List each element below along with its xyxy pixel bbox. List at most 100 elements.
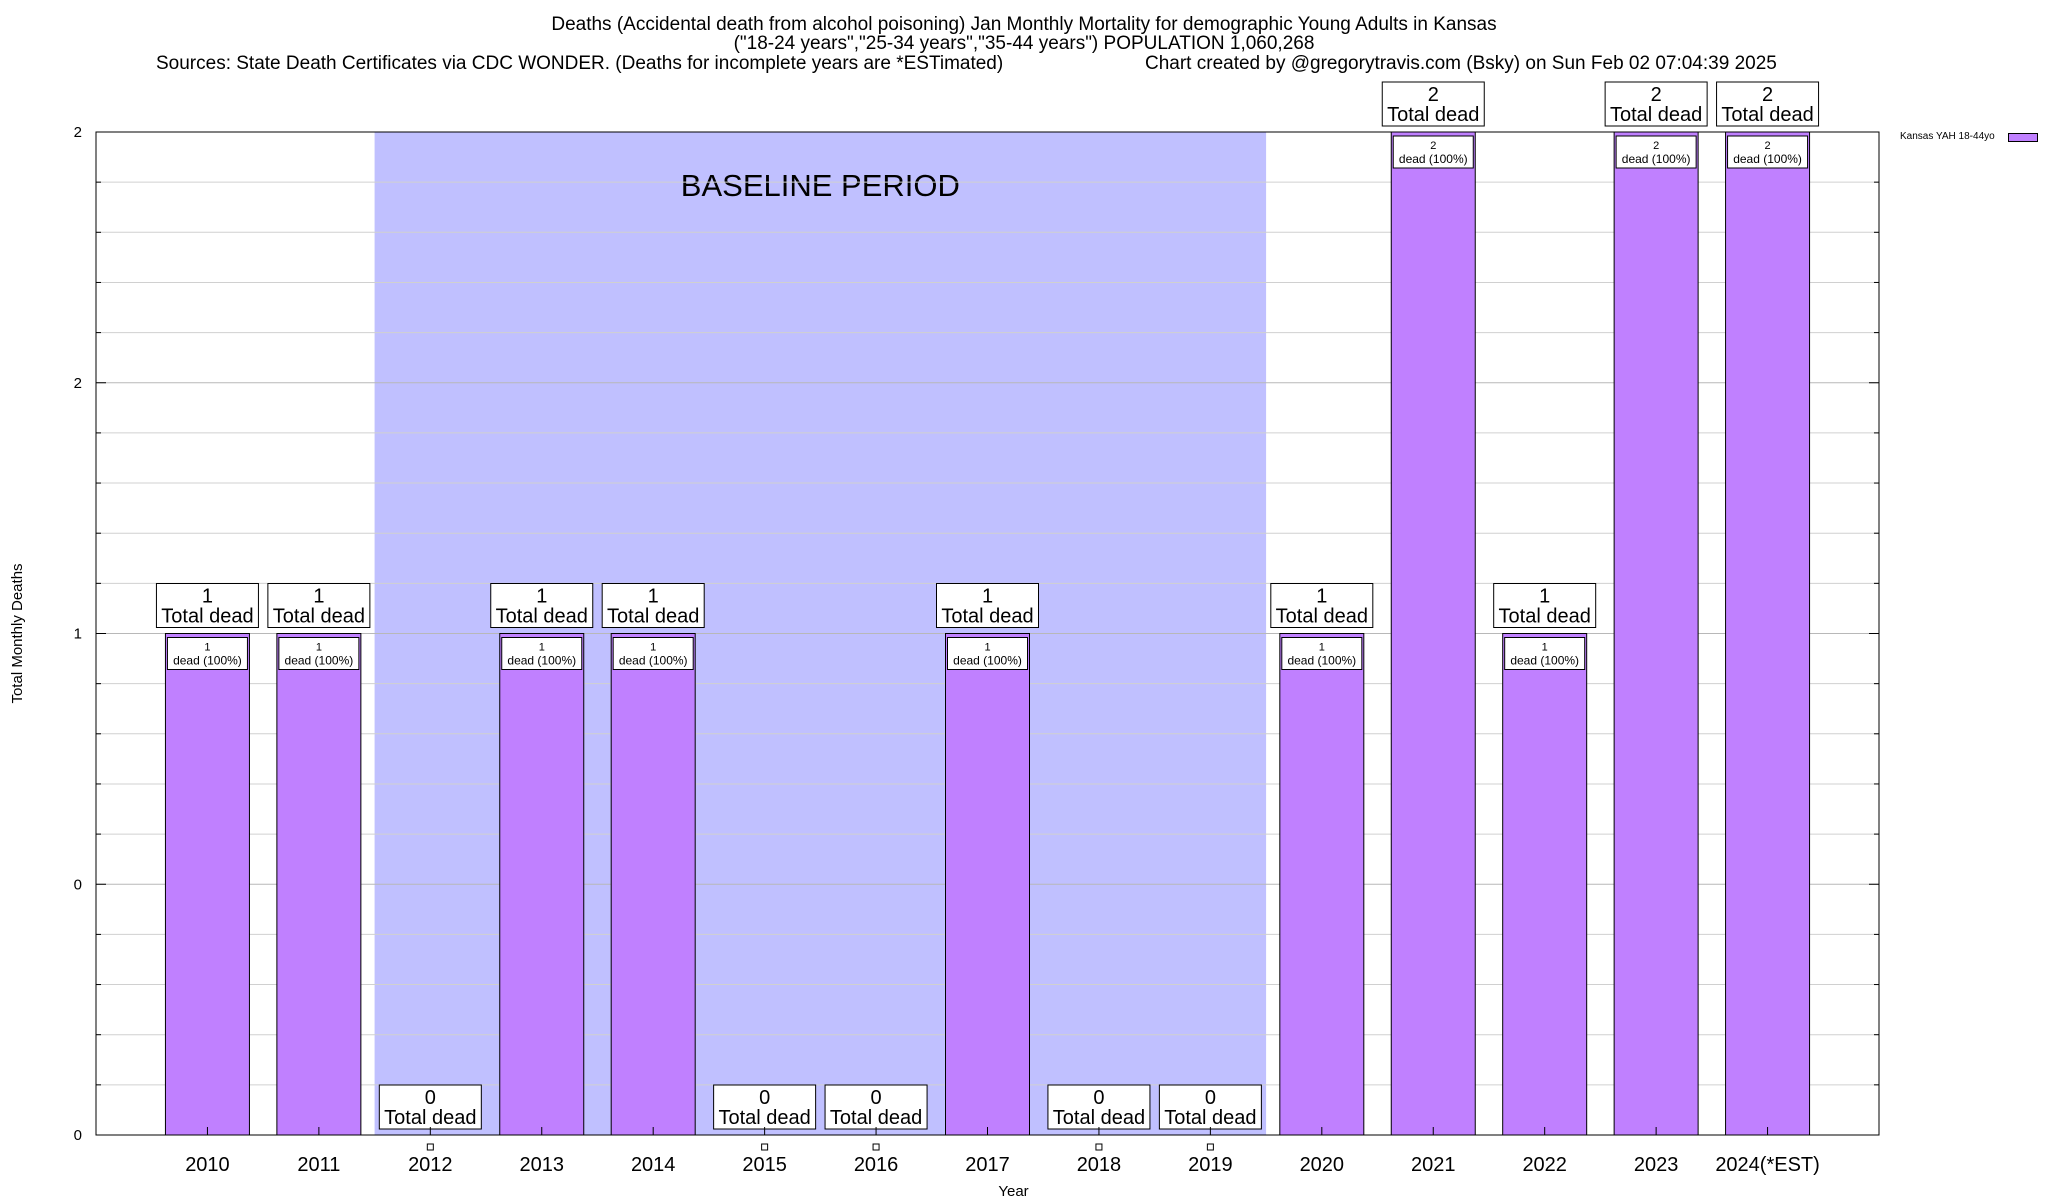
bar-inner-value: 1 xyxy=(984,642,990,654)
bar-total-value: 1 xyxy=(982,586,993,608)
bar-total-label-box xyxy=(1381,81,1485,127)
bar-total-label: Total dead xyxy=(384,1107,476,1129)
bar-total-label-box xyxy=(1047,1084,1151,1130)
bar-inner-value: 1 xyxy=(539,642,545,654)
bar-inner-value: 1 xyxy=(1542,642,1548,654)
x-tick-label: 2024(*EST) xyxy=(1715,1154,1820,1176)
bar-inner-label: dead (100%) xyxy=(173,654,242,668)
bar-inner-label: dead (100%) xyxy=(1733,152,1802,166)
bar-inner-label-box xyxy=(1727,135,1809,169)
bar-total-value: 2 xyxy=(1762,84,1773,106)
bar xyxy=(1502,633,1588,1136)
bar-total-value: 1 xyxy=(1539,586,1550,608)
x-tick-label: 2013 xyxy=(520,1154,565,1176)
bar-inner-label-box xyxy=(501,637,583,670)
x-axis-label: Year xyxy=(998,1183,1028,1200)
bar-total-label: Total dead xyxy=(1276,606,1368,628)
x-tick-label: 2016 xyxy=(854,1154,899,1176)
chart-sources: Sources: State Death Certificates via CD… xyxy=(156,53,1004,74)
bar-total-label-box xyxy=(1716,81,1820,127)
bar-inner-label-box xyxy=(1392,135,1474,169)
bar-total-label-box xyxy=(824,1084,928,1130)
bar-total-value: 1 xyxy=(313,586,324,608)
bar-total-label-box xyxy=(713,1084,817,1130)
zero-marker xyxy=(1095,1143,1103,1151)
bar-inner-value: 1 xyxy=(1319,642,1325,654)
bar-total-label: Total dead xyxy=(161,606,253,628)
bar xyxy=(276,633,362,1136)
bar-inner-value: 2 xyxy=(1765,140,1771,152)
bar xyxy=(1613,131,1699,1136)
bar-total-label-box xyxy=(267,583,371,628)
bar xyxy=(164,633,250,1136)
bar-inner-value: 2 xyxy=(1653,140,1659,152)
x-tick-label: 2022 xyxy=(1522,1154,1567,1176)
x-tick-label: 2021 xyxy=(1411,1154,1456,1176)
bar-total-label-box xyxy=(490,583,594,628)
bar-total-value: 2 xyxy=(1428,84,1439,106)
bar-total-label: Total dead xyxy=(607,606,699,628)
bar-total-label-box xyxy=(155,583,259,628)
baseline-period-label: BASELINE PERIOD xyxy=(681,168,960,203)
bar-inner-label: dead (100%) xyxy=(1399,152,1468,166)
bar-inner-label: dead (100%) xyxy=(1287,654,1356,668)
bar-total-label: Total dead xyxy=(1387,104,1479,126)
bar-inner-value: 2 xyxy=(1430,140,1436,152)
bar-inner-label-box xyxy=(1504,637,1586,670)
x-tick-label: 2018 xyxy=(1077,1154,1122,1176)
bar-total-label: Total dead xyxy=(496,606,588,628)
bar-inner-label: dead (100%) xyxy=(619,654,688,668)
zero-marker xyxy=(1206,1143,1214,1151)
x-tick-label: 2023 xyxy=(1634,1154,1679,1176)
y-tick-label: 2 xyxy=(74,375,82,392)
bar xyxy=(1390,131,1476,1136)
bar xyxy=(1725,131,1811,1136)
zero-marker xyxy=(426,1143,434,1151)
zero-marker xyxy=(872,1143,880,1151)
x-tick-label: 2015 xyxy=(742,1154,787,1176)
bar-inner-label-box xyxy=(278,637,360,670)
bar-inner-label: dead (100%) xyxy=(1622,152,1691,166)
bar-total-value: 1 xyxy=(202,586,213,608)
chart-title-line-2: ("18-24 years","25-34 years","35-44 year… xyxy=(733,33,1315,54)
legend-swatch xyxy=(2008,133,2038,142)
bar-total-label: Total dead xyxy=(1610,104,1702,126)
bar-total-label: Total dead xyxy=(1721,104,1813,126)
y-tick-label: 1 xyxy=(74,626,82,643)
bar xyxy=(610,633,696,1136)
bar-total-label: Total dead xyxy=(941,606,1033,628)
bar xyxy=(499,633,585,1136)
plot-frame xyxy=(95,131,1880,1136)
bar-inner-label-box xyxy=(1615,135,1697,169)
y-tick-label: 0 xyxy=(74,1127,82,1144)
bar-inner-label: dead (100%) xyxy=(285,654,354,668)
bar-total-label: Total dead xyxy=(1053,1107,1145,1129)
bar-inner-value: 1 xyxy=(316,642,322,654)
chart-credit: Chart created by @gregorytravis.com (Bsk… xyxy=(1145,53,1777,74)
bar-total-label-box xyxy=(1158,1084,1262,1130)
bar-total-label-box xyxy=(378,1084,482,1130)
bar-total-value: 1 xyxy=(1316,586,1327,608)
bar-inner-label: dead (100%) xyxy=(1510,654,1579,668)
y-tick-label: 0 xyxy=(74,876,82,893)
bar-inner-label-box xyxy=(1281,637,1363,670)
bar-total-label: Total dead xyxy=(1164,1107,1256,1129)
bar-total-label-box xyxy=(1493,583,1597,628)
bar-inner-value: 1 xyxy=(204,642,210,654)
bar-total-label: Total dead xyxy=(830,1107,922,1129)
bar xyxy=(1279,633,1365,1136)
chart-title-line-1: Deaths (Accidental death from alcohol po… xyxy=(551,14,1497,35)
bar-total-label-box xyxy=(936,583,1039,628)
bar-total-label: Total dead xyxy=(718,1107,810,1129)
x-tick-label: 2020 xyxy=(1300,1154,1345,1176)
x-tick-label: 2011 xyxy=(297,1154,340,1176)
bar-total-value: 0 xyxy=(1093,1087,1104,1109)
legend-label: Kansas YAH 18-44yo xyxy=(1900,131,1995,142)
x-tick-label: 2017 xyxy=(965,1154,1010,1176)
bar-inner-label-box xyxy=(612,637,694,670)
x-tick-label: 2019 xyxy=(1188,1154,1233,1176)
y-axis-label: Total Monthly Deaths xyxy=(9,563,26,703)
zero-marker xyxy=(761,1143,769,1151)
bar-total-value: 0 xyxy=(425,1087,436,1109)
